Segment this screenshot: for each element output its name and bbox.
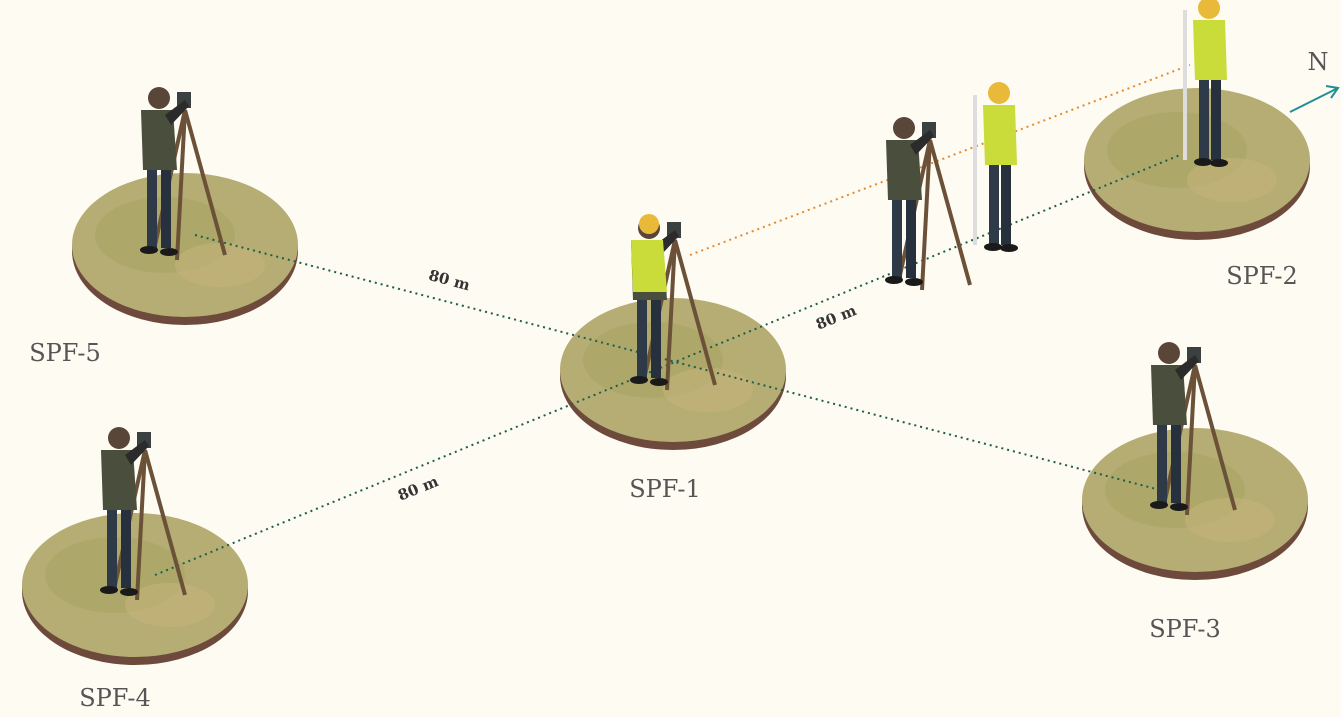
plot-disc bbox=[1082, 428, 1308, 580]
sight-line bbox=[195, 235, 1160, 490]
surveyor bbox=[885, 117, 970, 290]
plot-label: SPF-2 bbox=[1226, 262, 1298, 290]
distance-label: 80 m bbox=[395, 472, 441, 504]
rodman bbox=[975, 82, 1018, 252]
plot-disc bbox=[22, 513, 248, 665]
distance-label: 80 m bbox=[813, 301, 859, 333]
plot-label: SPF-5 bbox=[29, 339, 101, 367]
north-arrow bbox=[1290, 88, 1338, 112]
plot-label: SPF-4 bbox=[79, 684, 151, 712]
north-label: N bbox=[1308, 48, 1329, 76]
plot-disc bbox=[560, 298, 786, 450]
diagram: N SPF-1 SPF-2 SPF-3 SPF-4 SPF-5 80 m 80 … bbox=[0, 0, 1341, 717]
plot-label: SPF-1 bbox=[629, 475, 701, 503]
distance-label: 80 m bbox=[427, 266, 472, 294]
plot-label: SPF-3 bbox=[1149, 615, 1221, 643]
plot-disc bbox=[72, 173, 298, 325]
